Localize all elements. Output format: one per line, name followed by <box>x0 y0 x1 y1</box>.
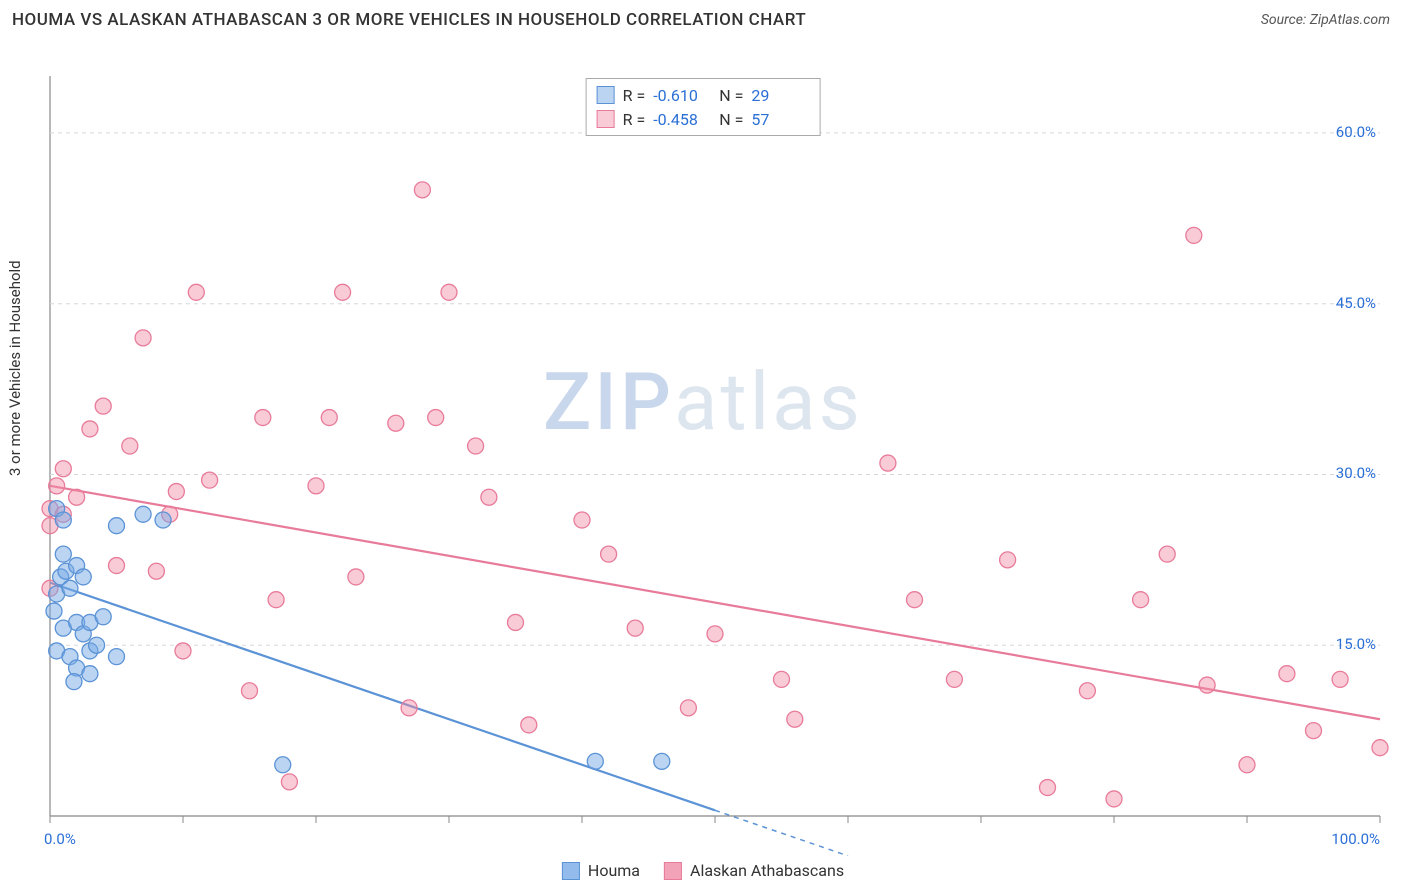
r-label: R = <box>623 86 646 105</box>
legend: Houma Alaskan Athabascans <box>562 861 844 880</box>
stats-row: R = -0.458 N = 57 <box>597 107 810 131</box>
chart-title: HOUMA VS ALASKAN ATHABASCAN 3 OR MORE VE… <box>12 10 806 30</box>
legend-label: Houma <box>588 861 640 880</box>
scatter-plot-svg <box>0 36 1406 856</box>
axis-tick-label: 60.0% <box>1336 123 1376 141</box>
legend-item: Houma <box>562 861 640 880</box>
r-value: -0.610 <box>653 86 711 105</box>
r-label: R = <box>623 110 646 129</box>
axis-tick-label: 45.0% <box>1336 294 1376 312</box>
chart-area: 3 or more Vehicles in Household ZIPatlas… <box>0 36 1406 886</box>
n-label: N = <box>719 86 743 105</box>
source-credit: Source: ZipAtlas.com <box>1261 12 1390 28</box>
axis-tick-label: 0.0% <box>44 830 76 848</box>
swatch-icon <box>664 862 682 880</box>
stats-row: R = -0.610 N = 29 <box>597 83 810 107</box>
n-value: 57 <box>751 110 809 129</box>
swatch-icon <box>562 862 580 880</box>
chart-header: HOUMA VS ALASKAN ATHABASCAN 3 OR MORE VE… <box>0 0 1406 36</box>
axis-tick-label: 100.0% <box>1331 830 1380 848</box>
swatch-icon <box>597 86 615 104</box>
axis-tick-label: 30.0% <box>1336 464 1376 482</box>
legend-label: Alaskan Athabascans <box>690 861 844 880</box>
n-label: N = <box>719 110 743 129</box>
legend-item: Alaskan Athabascans <box>664 861 844 880</box>
swatch-icon <box>597 110 615 128</box>
n-value: 29 <box>751 86 809 105</box>
r-value: -0.458 <box>653 110 711 129</box>
axis-tick-label: 15.0% <box>1336 635 1376 653</box>
stats-box: R = -0.610 N = 29 R = -0.458 N = 57 <box>586 78 821 136</box>
